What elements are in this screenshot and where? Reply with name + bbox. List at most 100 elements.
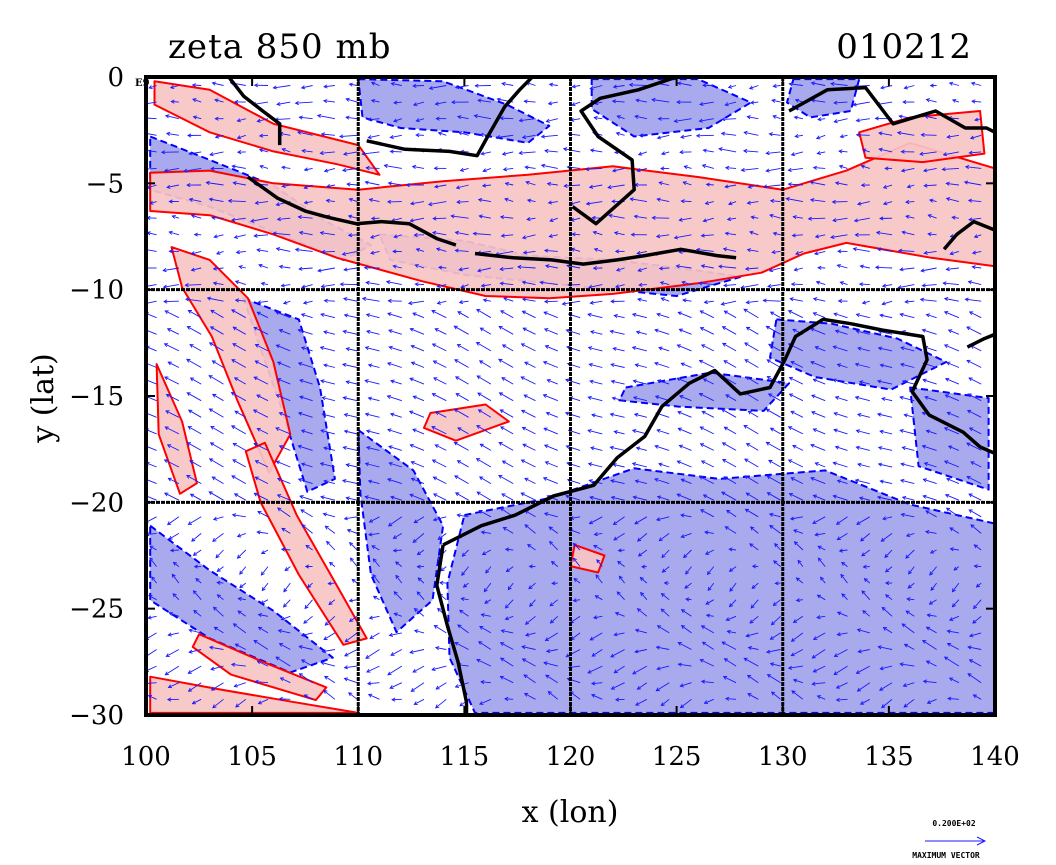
wind-vector bbox=[678, 663, 692, 667]
wind-vector-head bbox=[838, 548, 843, 553]
wind-vector-head bbox=[521, 235, 527, 240]
wind-vector bbox=[952, 582, 960, 592]
wind-vector bbox=[926, 314, 937, 319]
wind-vector-head bbox=[437, 536, 442, 540]
wind-vector bbox=[410, 328, 425, 335]
wind-vector bbox=[253, 376, 269, 385]
wind-vector bbox=[190, 377, 202, 385]
wind-vector bbox=[193, 549, 202, 556]
wind-vector-head bbox=[816, 695, 822, 699]
wind-vector bbox=[500, 282, 514, 286]
wind-vector-head bbox=[392, 264, 397, 269]
wind-vector-head bbox=[787, 426, 793, 430]
wind-vector bbox=[192, 698, 202, 705]
wind-vector bbox=[438, 132, 447, 136]
wind-vector-head bbox=[275, 394, 281, 398]
wind-vector-head bbox=[966, 326, 971, 331]
wind-vector-head bbox=[700, 344, 706, 349]
wind-vector-head bbox=[879, 313, 884, 318]
wind-vector-head bbox=[504, 696, 509, 702]
wind-vector bbox=[630, 198, 647, 203]
wind-vector bbox=[211, 682, 224, 691]
wind-vector-head bbox=[718, 147, 723, 152]
wind-vector-head bbox=[475, 342, 481, 346]
wind-vector-head bbox=[841, 561, 846, 566]
wind-vector bbox=[861, 549, 871, 557]
wind-vector bbox=[751, 582, 759, 589]
wind-vector-head bbox=[704, 551, 710, 555]
wind-vector-head bbox=[614, 697, 620, 702]
wind-vector bbox=[947, 697, 959, 700]
wind-vector bbox=[373, 596, 380, 601]
wind-vector bbox=[741, 167, 759, 171]
wind-vector-head bbox=[167, 361, 172, 366]
wind-vector bbox=[674, 234, 692, 239]
wind-vector bbox=[791, 690, 804, 700]
wind-vector-head bbox=[857, 649, 862, 654]
wind-vector-head bbox=[258, 133, 264, 138]
wind-vector-head bbox=[751, 584, 756, 590]
wind-vector-head bbox=[770, 691, 776, 696]
wind-vector-head bbox=[653, 477, 659, 482]
wind-vector bbox=[365, 463, 380, 468]
x-tick-label: 120 bbox=[546, 742, 596, 772]
wind-vector-head bbox=[393, 612, 398, 617]
wind-vector bbox=[677, 411, 692, 418]
wind-vector bbox=[258, 698, 269, 705]
wind-vector-head bbox=[521, 280, 527, 285]
wind-vector-head bbox=[745, 300, 750, 305]
wind-vector bbox=[347, 529, 358, 534]
wind-vector bbox=[257, 428, 269, 435]
wind-vector bbox=[253, 640, 269, 650]
wind-vector-head bbox=[388, 345, 393, 350]
wind-vector-head bbox=[641, 564, 646, 569]
wind-vector-head bbox=[211, 81, 216, 86]
wind-vector-head bbox=[772, 231, 778, 236]
wind-vector-head bbox=[440, 567, 445, 572]
wind-vector-head bbox=[259, 164, 264, 169]
wind-vector bbox=[432, 343, 447, 352]
wind-vector-head bbox=[348, 197, 353, 202]
wind-vector-head bbox=[168, 611, 173, 616]
wind-vector-head bbox=[880, 85, 885, 90]
wind-vector bbox=[743, 657, 759, 667]
wind-vector-head bbox=[260, 571, 265, 576]
wind-vector bbox=[882, 284, 893, 287]
wind-vector bbox=[571, 101, 581, 106]
wind-vector bbox=[570, 118, 581, 121]
wind-vector-head bbox=[188, 151, 193, 156]
wind-vector bbox=[390, 496, 402, 501]
wind-vector bbox=[500, 310, 514, 319]
wind-vector-head bbox=[208, 342, 214, 347]
wind-vector-head bbox=[296, 130, 302, 135]
wind-vector bbox=[519, 151, 536, 154]
wind-vector bbox=[186, 475, 202, 484]
wind-vector bbox=[210, 151, 224, 156]
wind-vector bbox=[163, 267, 179, 272]
wind-vector-head bbox=[638, 133, 643, 138]
wind-vector bbox=[880, 364, 893, 368]
wind-vector bbox=[833, 429, 848, 435]
wind-vector-head bbox=[417, 577, 422, 582]
wind-vector bbox=[146, 682, 157, 684]
wind-vector-head bbox=[769, 636, 774, 640]
wind-vector bbox=[770, 311, 781, 319]
wind-vector-head bbox=[323, 363, 328, 368]
wind-vector bbox=[476, 342, 492, 352]
wind-vector bbox=[213, 606, 224, 617]
wind-vector-head bbox=[236, 554, 241, 559]
wind-vector bbox=[610, 413, 625, 418]
wind-vector-head bbox=[297, 411, 303, 416]
wind-vector-head bbox=[431, 459, 437, 464]
wind-vector-head bbox=[277, 507, 282, 512]
wind-vector bbox=[525, 181, 536, 186]
wind-vector-head bbox=[948, 617, 954, 621]
wind-vector bbox=[972, 615, 982, 624]
wind-vector-head bbox=[899, 428, 904, 433]
wind-vector bbox=[250, 217, 269, 222]
wind-vector bbox=[905, 201, 915, 203]
wind-vector-head bbox=[740, 167, 745, 173]
wind-vector-head bbox=[877, 346, 883, 351]
wind-vector bbox=[942, 167, 959, 170]
wind-vector-head bbox=[970, 81, 976, 86]
